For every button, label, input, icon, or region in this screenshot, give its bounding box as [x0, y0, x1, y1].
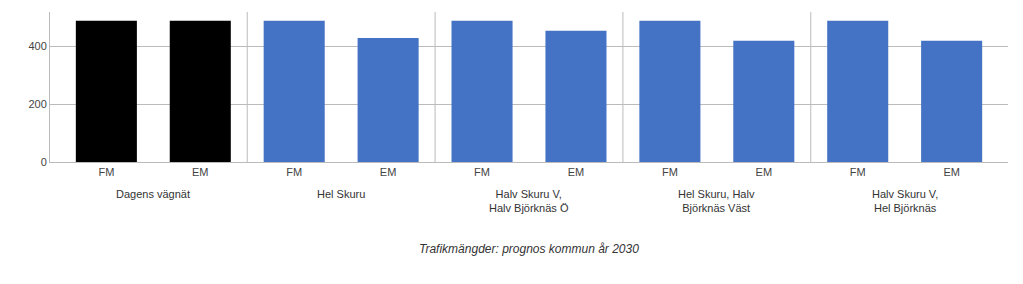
svg-text:0: 0	[41, 156, 47, 168]
svg-text:Trafikmängder: prognos kommun: Trafikmängder: prognos kommun år 2030	[419, 242, 639, 256]
svg-text:Hel Skuru: Hel Skuru	[317, 188, 365, 200]
svg-text:Halv Skuru V,Hel Björknäs: Halv Skuru V,Hel Björknäs	[872, 188, 938, 214]
svg-text:EM: EM	[380, 166, 397, 178]
svg-text:Halv Skuru V,Halv Björknäs Ö: Halv Skuru V,Halv Björknäs Ö	[489, 188, 569, 214]
svg-text:FM: FM	[474, 166, 490, 178]
svg-text:400: 400	[28, 40, 46, 52]
svg-text:EM: EM	[756, 166, 773, 178]
svg-text:EM: EM	[943, 166, 960, 178]
svg-text:Hel Skuru, HalvBjörknäs Väst: Hel Skuru, HalvBjörknäs Väst	[678, 188, 755, 214]
svg-text:FM: FM	[286, 166, 302, 178]
svg-text:FM: FM	[662, 166, 678, 178]
svg-text:EM: EM	[192, 166, 209, 178]
svg-text:200: 200	[28, 98, 46, 110]
svg-text:FM: FM	[850, 166, 866, 178]
svg-text:EM: EM	[568, 166, 585, 178]
svg-text:Dagens vägnät: Dagens vägnät	[116, 188, 190, 200]
svg-text:FM: FM	[98, 166, 114, 178]
